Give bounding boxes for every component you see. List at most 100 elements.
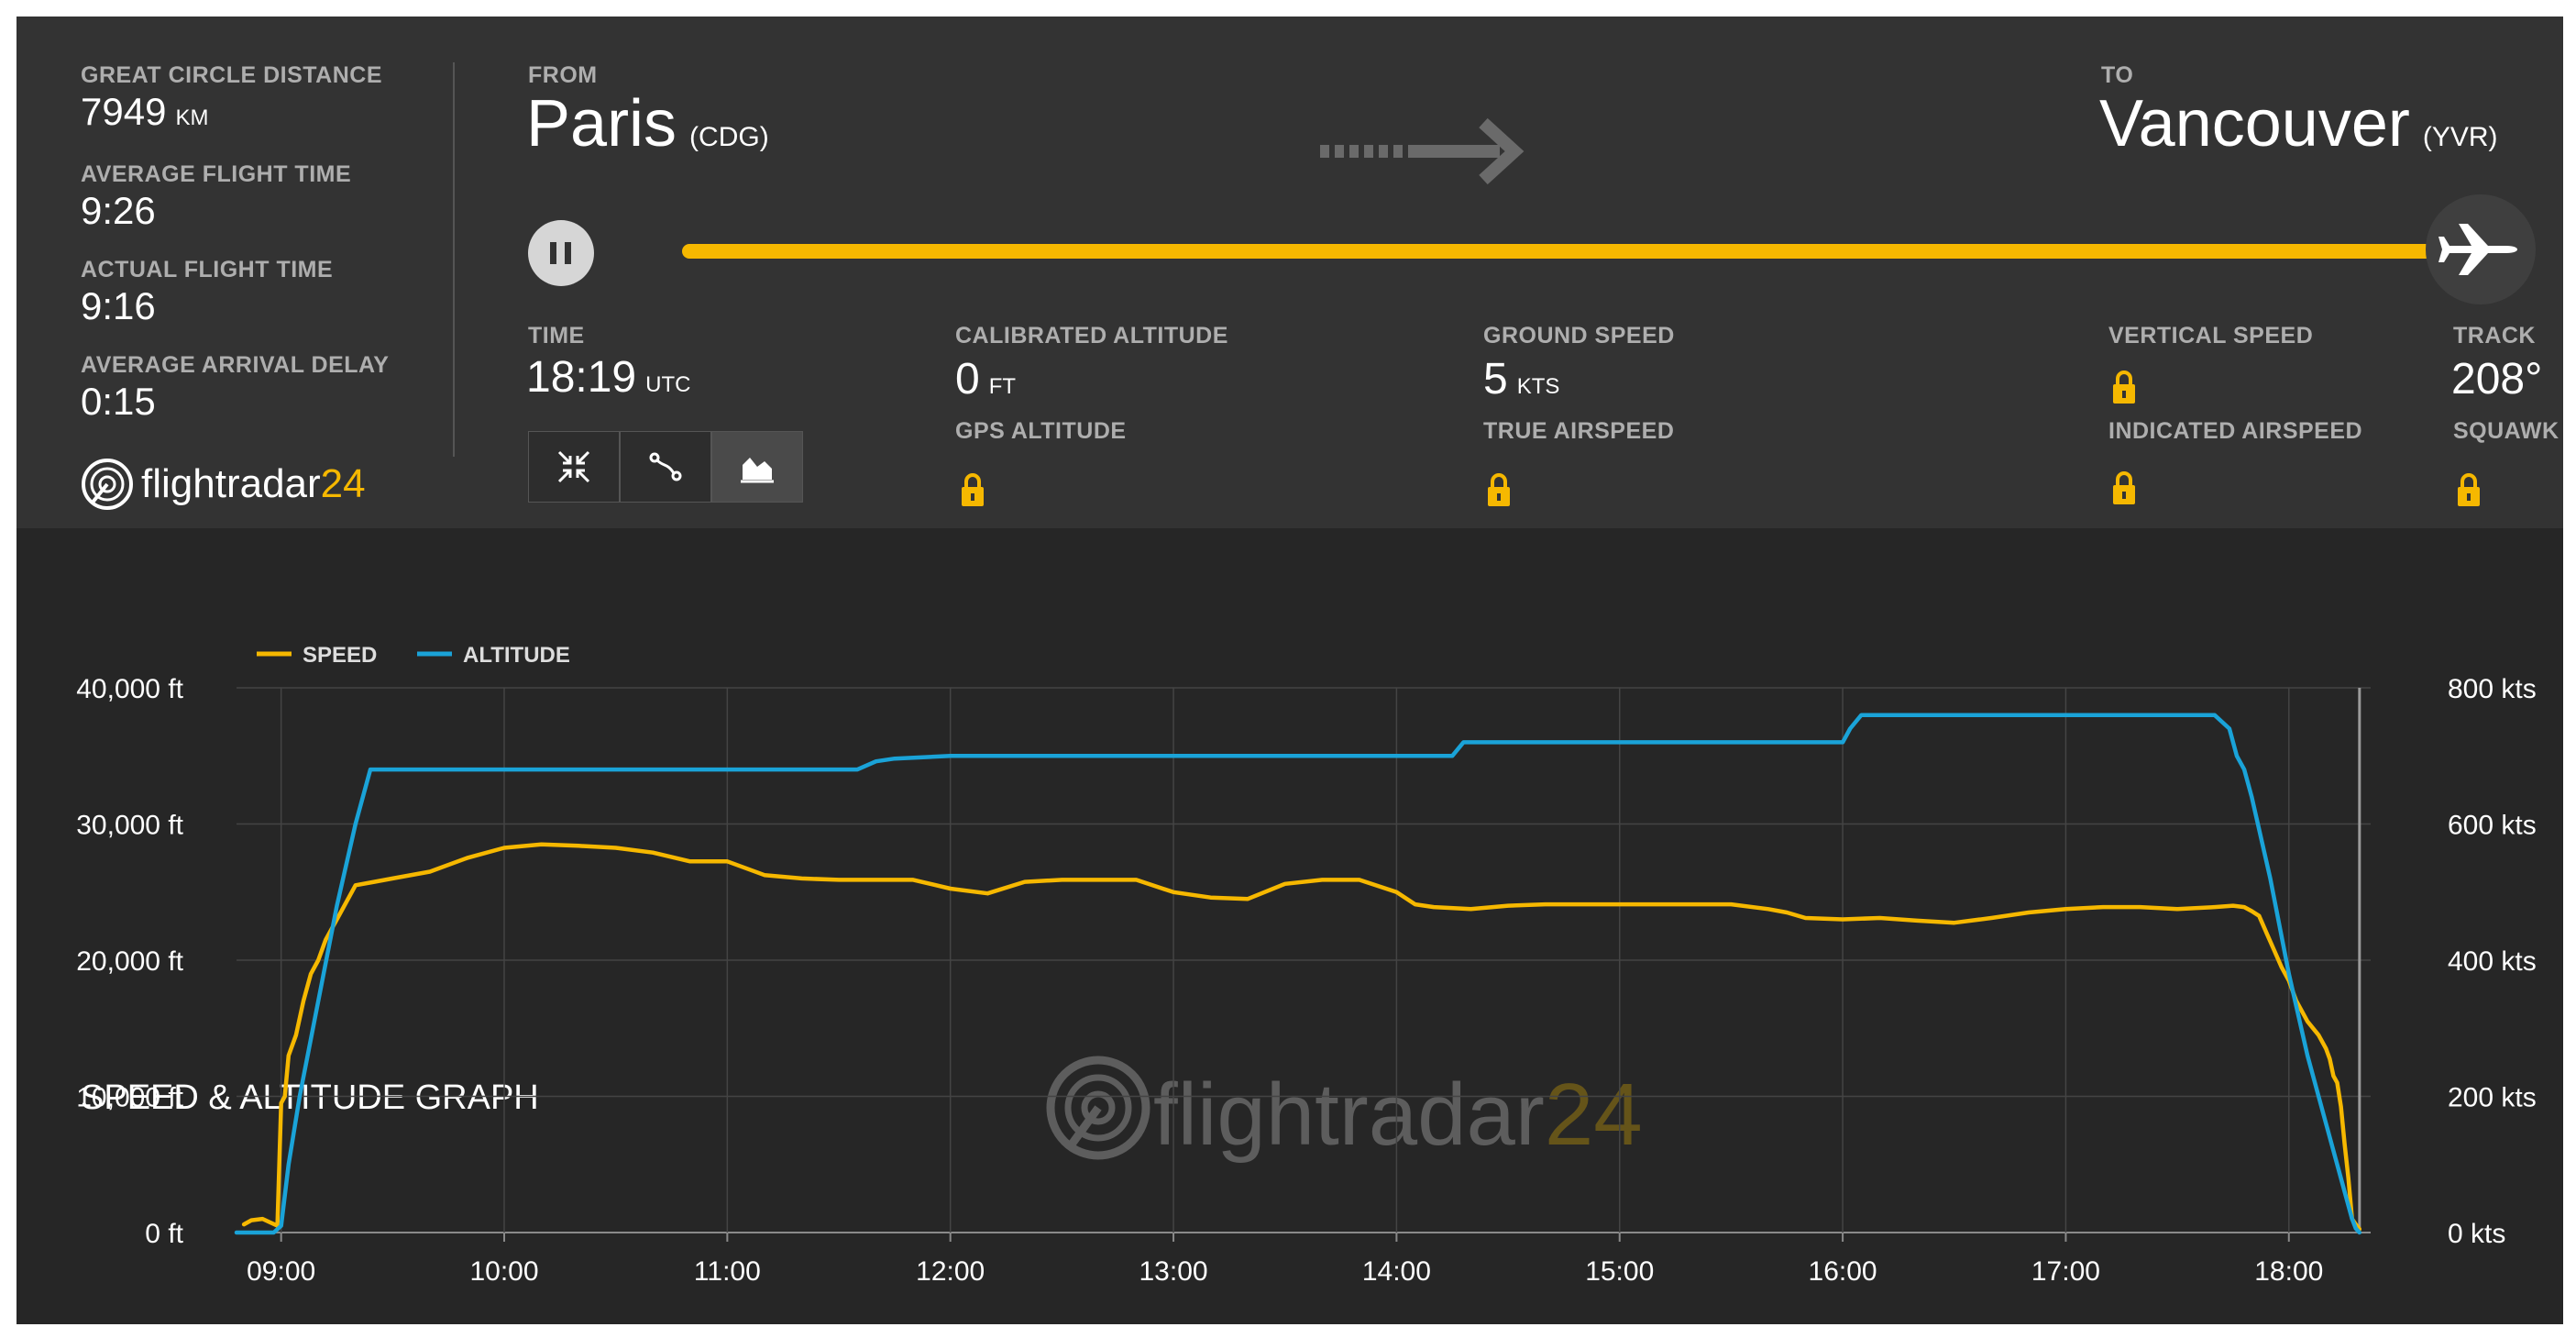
dotted-arrow-icon <box>1320 117 1525 185</box>
time-label: TIME <box>528 323 585 348</box>
altitude-legend-label: ALTITUDE <box>463 643 570 668</box>
lock-icon[interactable] <box>959 471 986 508</box>
altitude-series-line <box>234 713 2362 1235</box>
airplane-icon <box>2438 224 2517 275</box>
y-left-tick-label: 0 ft <box>145 1219 183 1249</box>
destination-code: (YVR) <box>2422 122 2498 152</box>
y-left-tick-label: 20,000 ft <box>76 946 183 977</box>
chart-view-button[interactable] <box>711 431 803 503</box>
pause-icon-bar <box>565 242 571 264</box>
speed-legend-label: SPEED <box>303 643 377 668</box>
y-right-tick-label: 600 kts <box>2448 811 2537 841</box>
calibrated-altitude-value: 0 FT <box>955 354 1016 404</box>
destination-city: Vancouver <box>2099 87 2410 160</box>
calibrated-altitude-number: 0 <box>955 355 980 404</box>
average-flight-time-value: 9:26 <box>81 189 156 232</box>
pause-icon <box>550 242 556 264</box>
x-tick-label: 12:00 <box>916 1256 985 1287</box>
y-right-tick-label: 800 kts <box>2448 674 2537 704</box>
plane-marker <box>2426 194 2536 304</box>
speed-unit: KTS <box>1516 374 1560 399</box>
view-toggle-group <box>528 431 803 503</box>
to-label: TO <box>2101 62 2134 88</box>
great-circle-distance-label: GREAT CIRCLE DISTANCE <box>81 62 383 88</box>
y-right-tick-label: 200 kts <box>2448 1083 2537 1113</box>
watermark-text: flightradar24 <box>1153 1066 1643 1164</box>
chart-legend: SPEED ALTITUDE <box>257 643 570 668</box>
x-tick-label: 16:00 <box>1809 1256 1877 1287</box>
lock-icon[interactable] <box>2110 470 2138 506</box>
y-right-tick-label: 400 kts <box>2448 946 2537 977</box>
collapse-icon <box>557 450 590 483</box>
route-icon <box>649 452 682 481</box>
true-airspeed-label: TRUE AIRSPEED <box>1483 418 1675 444</box>
lock-icon[interactable] <box>2110 369 2138 405</box>
x-tick-label: 09:00 <box>247 1256 315 1287</box>
destination: Vancouver (YVR) <box>2099 86 2498 161</box>
great-circle-distance-number: 7949 <box>81 90 167 133</box>
lock-icon[interactable] <box>1485 471 1513 508</box>
graph-title: SPEED & ALTITUDE GRAPH <box>81 1078 539 1117</box>
gps-altitude-label: GPS ALTITUDE <box>955 418 1127 444</box>
origin: Paris (CDG) <box>526 86 769 161</box>
indicated-airspeed-label: INDICATED AIRSPEED <box>2108 418 2363 444</box>
chart-icon <box>741 458 774 483</box>
logo-name: flightradar <box>141 461 321 506</box>
y-left-tick-label: 30,000 ft <box>76 811 183 841</box>
flight-widget: GREAT CIRCLE DISTANCE 7949 KM AVERAGE FLI… <box>17 17 2563 1324</box>
distance-unit: KM <box>175 105 209 130</box>
x-tick-label: 17:00 <box>2031 1256 2100 1287</box>
watermark-number: 24 <box>1545 1066 1643 1164</box>
x-tick-label: 10:00 <box>469 1256 538 1287</box>
right-axis: 0 kts 200 kts 400 kts 600 kts 800 kts <box>2448 674 2537 1249</box>
time-number: 18:19 <box>526 353 637 402</box>
y-left-tick-label: 40,000 ft <box>76 674 183 704</box>
chart-grid <box>237 687 2371 1242</box>
ground-speed-value: 5 KTS <box>1483 354 1559 404</box>
chart-series <box>234 713 2362 1235</box>
y-left-tick-label: 10,000 ft <box>76 1083 183 1113</box>
flight-progress-bar[interactable] <box>682 244 2479 259</box>
speed-series-line <box>241 842 2362 1232</box>
ground-speed-number: 5 <box>1483 355 1508 404</box>
x-tick-label: 13:00 <box>1139 1256 1208 1287</box>
time-unit: UTC <box>645 372 691 397</box>
origin-code: (CDG) <box>689 122 769 152</box>
speed-altitude-chart[interactable]: flightradar24 0 ft 10,000 ft 20,000 ft 30,0… <box>17 528 2563 1324</box>
y-right-tick-label: 0 kts <box>2448 1219 2505 1249</box>
x-tick-label: 18:00 <box>2254 1256 2323 1287</box>
ground-speed-label: GROUND SPEED <box>1483 323 1675 348</box>
track-label: TRACK <box>2453 323 2536 348</box>
x-tick-label: 15:00 <box>1585 1256 1654 1287</box>
actual-flight-time-value: 9:16 <box>81 284 156 327</box>
flightradar24-logo[interactable]: flightradar24 <box>81 457 366 512</box>
x-tick-label: 11:00 <box>694 1256 761 1287</box>
average-arrival-delay-label: AVERAGE ARRIVAL DELAY <box>81 352 390 378</box>
lock-icon[interactable] <box>2455 471 2482 508</box>
origin-city: Paris <box>526 87 677 160</box>
watermark-name: flightradar <box>1153 1066 1545 1164</box>
track-value: 208° <box>2451 355 2543 404</box>
time-value: 18:19 UTC <box>526 352 690 403</box>
left-axis: 0 ft 10,000 ft 20,000 ft 30,000 ft 40,000 ft <box>76 674 183 1249</box>
flight-info-panel: GREAT CIRCLE DISTANCE 7949 KM AVERAGE FLI… <box>17 17 2563 528</box>
radar-logo-icon <box>82 459 133 510</box>
graph-panel: SPEED & ALTITUDE GRAPH flightradar24 0 f… <box>17 528 2563 1324</box>
logo-number: 24 <box>320 461 366 506</box>
average-flight-time-label: AVERAGE FLIGHT TIME <box>81 161 352 187</box>
logo-wordmark: flightradar24 <box>141 461 366 507</box>
time-axis: 09:00 10:00 11:00 12:00 13:00 14:00 15:00 16:00… <box>247 1256 2323 1287</box>
watermark-logo: flightradar24 <box>1046 1056 1643 1164</box>
altitude-unit: FT <box>988 374 1017 399</box>
vertical-speed-label: VERTICAL SPEED <box>2108 323 2314 348</box>
from-label: FROM <box>528 62 598 88</box>
average-arrival-delay-value: 0:15 <box>81 380 156 423</box>
great-circle-distance-value: 7949 KM <box>81 90 208 134</box>
squawk-label: SQUAWK <box>2453 418 2559 444</box>
calibrated-altitude-label: CALIBRATED ALTITUDE <box>955 323 1228 348</box>
actual-flight-time-label: ACTUAL FLIGHT TIME <box>81 257 334 282</box>
route-view-button[interactable] <box>620 431 711 503</box>
collapse-view-button[interactable] <box>528 431 620 503</box>
pause-button[interactable] <box>528 220 594 286</box>
column-divider <box>453 62 455 457</box>
